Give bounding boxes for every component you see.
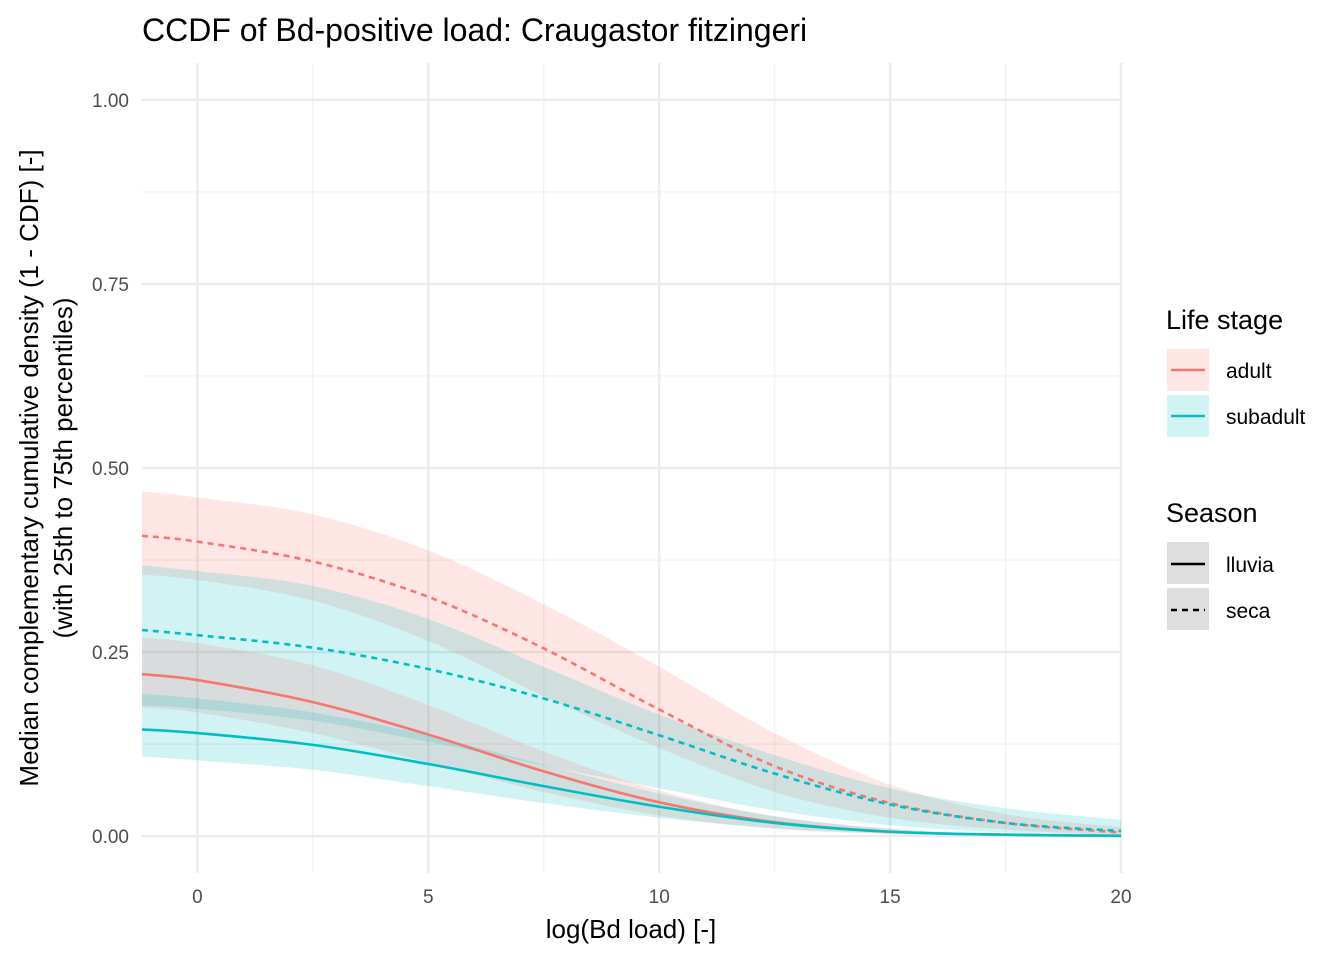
x-axis-ticks: 0 5 10 15 20 [192,887,1131,908]
chart-title: CCDF of Bd-positive load: Craugastor fit… [142,12,807,48]
y-axis-ticks: 0.00 0.25 0.50 0.75 1.00 [92,91,129,848]
y-tick-label: 0.00 [92,827,129,848]
x-tick-label: 15 [880,887,901,908]
line-adult-seca [141,534,1122,834]
x-axis-title: log(Bd load) [-] [546,914,717,944]
y-tick-label: 0.25 [92,643,129,664]
legend-label-adult: adult [1226,360,1272,383]
legend-label-seca: seca [1226,600,1271,623]
legend-title-season: Season [1166,498,1258,528]
y-tick-label: 0.75 [92,275,129,296]
x-tick-label: 20 [1110,887,1131,908]
y-tick-label: 0.50 [92,459,129,480]
percentile-bands [142,491,1121,837]
median-lines [141,534,1122,838]
line-subadult-lluvia [141,728,1122,838]
y-tick-label: 1.00 [92,91,129,112]
legend-title-life-stage: Life stage [1166,305,1283,335]
y-axis-subtitle: (with 25th to 75th percentiles) [48,297,78,638]
band-subadult-lluvia [142,694,1121,837]
x-tick-label: 0 [192,887,203,908]
band-subadult-seca [142,565,1121,836]
y-axis-title: Median complementary cumulative density … [14,149,44,786]
band-adult-seca [142,491,1121,835]
line-subadult-seca [141,628,1122,833]
x-tick-label: 5 [423,887,434,908]
x-tick-label: 10 [649,887,670,908]
legend-label-lluvia: lluvia [1226,554,1274,577]
grid [142,63,1123,873]
legend-label-subadult: subadult [1226,406,1306,429]
legend: Life stage adult subadult Season lluvia seca [1166,305,1306,630]
